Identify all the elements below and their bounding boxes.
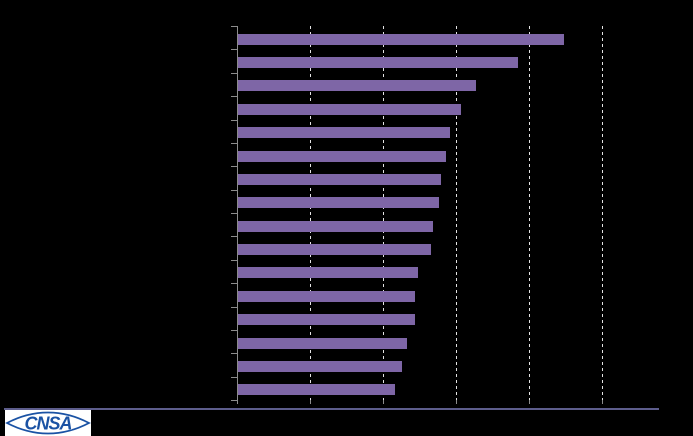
y-axis-tick [231,213,237,214]
y-axis-tick [231,283,237,284]
y-axis-tick [231,260,237,261]
x-axis-tick [456,400,457,404]
y-axis-tick [231,307,237,308]
y-axis-tick [231,400,237,401]
y-axis-line [237,26,238,400]
gridline [456,26,457,400]
bar [238,221,433,232]
y-axis-tick [231,120,237,121]
cnsa-logo-graphic: CNSA [5,411,91,435]
y-axis-tick [231,377,237,378]
bar [238,151,446,162]
bar [238,80,476,91]
y-axis-tick [231,73,237,74]
bar [238,267,418,278]
logo-text: CNSA [24,414,71,434]
gridline [310,26,311,400]
bar [238,197,439,208]
y-axis-tick [231,49,237,50]
bar [238,34,564,45]
logo-eye-shape [5,411,91,435]
x-axis-tick [383,400,384,404]
bar [238,291,415,302]
bar [238,361,402,372]
footer-separator-line [4,408,659,410]
gridline [383,26,384,400]
y-axis-tick [231,330,237,331]
cnsa-logo: CNSA [5,410,91,436]
y-axis-tick [231,96,237,97]
y-axis-tick [231,166,237,167]
x-axis-tick [602,400,603,404]
y-axis-tick [231,190,237,191]
bar [238,104,461,115]
bar [238,384,395,395]
bar [238,57,518,68]
bar [238,314,415,325]
gridline [529,26,530,400]
y-axis-tick [231,26,237,27]
y-axis-tick [231,143,237,144]
bar [238,338,407,349]
x-axis-tick [237,400,238,404]
bar [238,244,431,255]
gridline [602,26,603,400]
bar [238,127,450,138]
y-axis-tick [231,236,237,237]
y-axis-tick [231,353,237,354]
x-axis-tick [310,400,311,404]
bar [238,174,441,185]
x-axis-tick [529,400,530,404]
